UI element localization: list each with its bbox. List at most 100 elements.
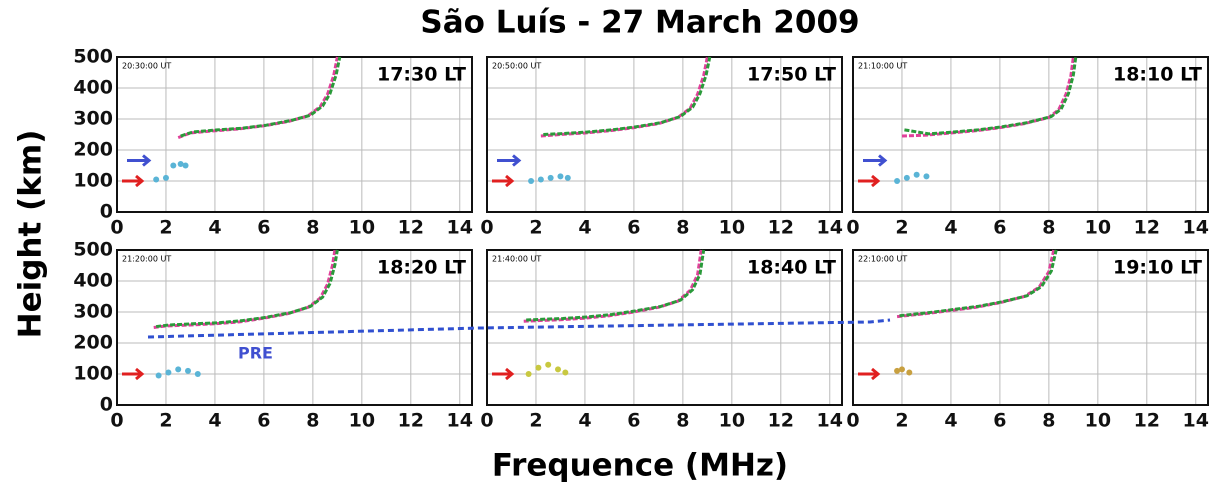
echo-point xyxy=(155,372,162,379)
x-tick-label: 0 xyxy=(480,410,493,432)
arrow xyxy=(858,174,881,188)
plot-area xyxy=(853,250,1208,405)
echo-point xyxy=(547,174,554,181)
x-tick-label: 0 xyxy=(110,410,123,432)
x-tick-label: 10 xyxy=(1085,217,1111,239)
x-tick-label: 14 xyxy=(447,217,473,239)
plot-frame xyxy=(486,56,843,213)
panel: 0 2 4 6 8 10 12 14 21:40:00 UT 18:40 LT xyxy=(480,249,843,432)
x-tick-label: 10 xyxy=(349,410,375,432)
x-tick-label: 4 xyxy=(208,217,221,239)
x-tick-label: 6 xyxy=(627,410,640,432)
echo-point xyxy=(913,171,920,178)
x-tick-label: 4 xyxy=(944,217,957,239)
trace xyxy=(543,56,712,136)
echo-point xyxy=(177,160,184,167)
echo-point xyxy=(564,174,571,181)
y-tick-label: 0 xyxy=(100,394,113,416)
y-tick-label: 0 xyxy=(100,201,113,223)
echo-point xyxy=(535,364,542,371)
x-tick-label: 14 xyxy=(1183,410,1209,432)
x-tick-label: 2 xyxy=(895,410,908,432)
echo-point xyxy=(525,371,532,377)
x-tick-label: 8 xyxy=(306,410,319,432)
y-tick-label: 500 xyxy=(73,46,113,68)
x-tick-label: 6 xyxy=(993,410,1006,432)
x-tick-label: 8 xyxy=(676,217,689,239)
plot-frame xyxy=(852,56,1209,213)
x-tick-label: 6 xyxy=(257,217,270,239)
x-tick-label: 4 xyxy=(578,410,591,432)
lt-label: 17:30 LT xyxy=(377,64,466,86)
trace xyxy=(155,249,339,329)
x-tick-label: 0 xyxy=(110,217,123,239)
lt-label: 18:40 LT xyxy=(747,257,836,279)
echo-point xyxy=(894,178,901,184)
trace xyxy=(540,56,709,138)
y-tick-label: 300 xyxy=(73,301,113,323)
arrow xyxy=(492,367,515,381)
lt-label: 19:10 LT xyxy=(1113,257,1202,279)
x-tick-label: 14 xyxy=(1183,217,1209,239)
echo-point xyxy=(537,176,544,183)
x-tick-label: 12 xyxy=(398,217,424,239)
annotation: PRE xyxy=(238,344,273,363)
x-tick-label: 8 xyxy=(1042,410,1055,432)
x-tick-label: 6 xyxy=(257,410,270,432)
ut-label: 22:10:00 UT xyxy=(858,255,907,264)
x-tick-label: 14 xyxy=(447,410,473,432)
y-tick-label: 200 xyxy=(73,139,113,161)
x-tick-label: 2 xyxy=(159,217,172,239)
x-tick-label: 10 xyxy=(719,410,745,432)
echo-point xyxy=(170,162,177,169)
echo-point xyxy=(175,366,182,373)
lt-label: 17:50 LT xyxy=(747,64,836,86)
x-tick-label: 10 xyxy=(349,217,375,239)
x-axis-label: Frequence (MHz) xyxy=(492,448,788,484)
figure-title: São Luís - 27 March 2009 xyxy=(420,5,859,41)
x-tick-label: 4 xyxy=(208,410,221,432)
echo-point xyxy=(153,176,160,183)
echo-point xyxy=(555,366,561,373)
x-tick-label: 2 xyxy=(159,410,172,432)
x-tick-label: 8 xyxy=(676,410,689,432)
arrow xyxy=(122,174,145,188)
x-tick-label: 6 xyxy=(627,217,640,239)
pre-line xyxy=(147,318,891,339)
y-tick-label: 500 xyxy=(73,239,113,261)
echo-point xyxy=(923,173,930,180)
lt-label: 18:20 LT xyxy=(377,257,466,279)
plot-frame xyxy=(116,56,473,213)
x-tick-label: 14 xyxy=(817,217,843,239)
echo-point xyxy=(562,369,569,376)
y-tick-label: 100 xyxy=(73,170,113,192)
x-tick-label: 12 xyxy=(1134,410,1160,432)
arrow xyxy=(492,174,515,188)
echo-point xyxy=(162,174,169,181)
trace xyxy=(523,249,703,323)
plot-frame xyxy=(852,249,1209,406)
x-tick-label: 8 xyxy=(1042,217,1055,239)
echo-point xyxy=(194,371,201,377)
lt-label: 18:10 LT xyxy=(1113,64,1202,86)
echo-point xyxy=(528,178,535,184)
trace xyxy=(904,56,1078,136)
ut-label: 20:50:00 UT xyxy=(492,62,541,71)
plot-area xyxy=(117,57,472,212)
plot-area xyxy=(117,250,472,405)
x-tick-label: 2 xyxy=(529,217,542,239)
ut-label: 20:30:00 UT xyxy=(122,62,171,71)
arrow xyxy=(497,154,522,167)
x-tick-label: 12 xyxy=(1134,217,1160,239)
x-tick-label: 10 xyxy=(1085,410,1111,432)
x-tick-label: 0 xyxy=(846,410,859,432)
echo-point xyxy=(898,366,905,373)
arrow xyxy=(127,154,152,167)
panel: 0 2 4 6 8 10 12 14 21:10:00 UT 18:10 LT xyxy=(846,56,1209,239)
echo-point xyxy=(182,162,189,169)
trace xyxy=(899,249,1058,318)
echo-point xyxy=(545,361,552,368)
y-tick-label: 400 xyxy=(73,270,113,292)
y-tick-label: 200 xyxy=(73,332,113,354)
